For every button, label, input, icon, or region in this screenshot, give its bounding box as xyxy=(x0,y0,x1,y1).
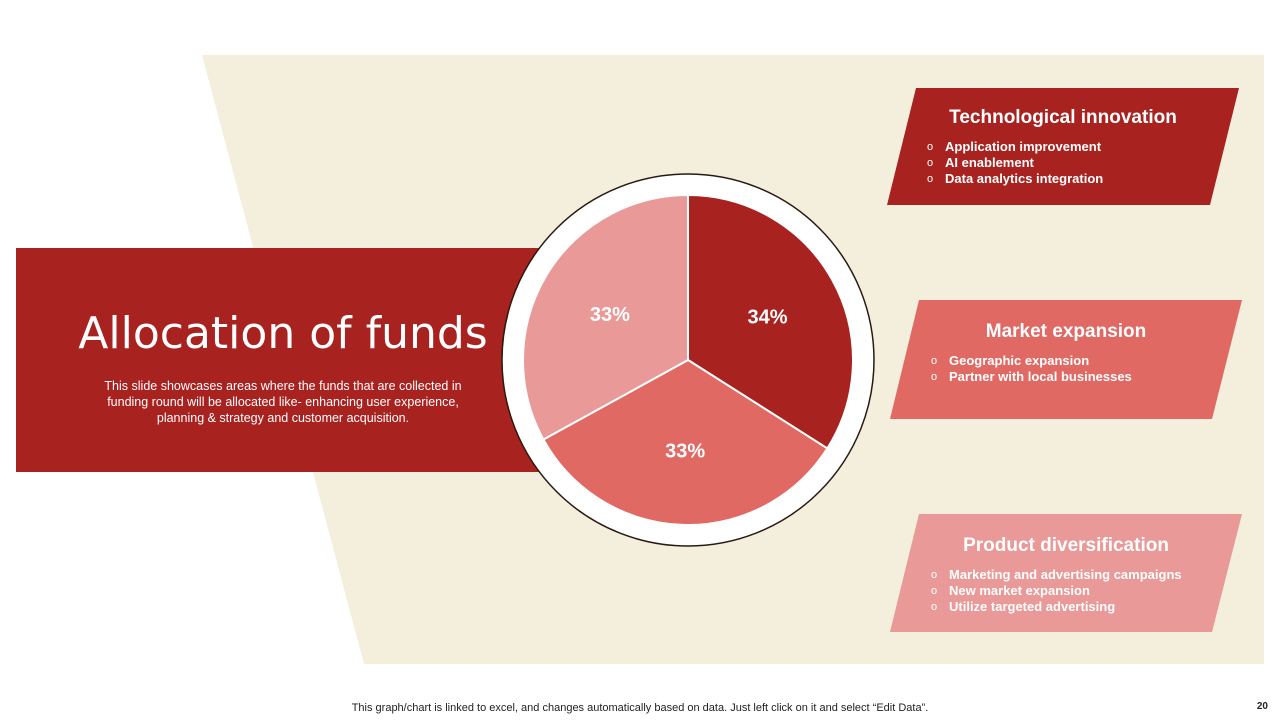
list-item: Data analytics integration xyxy=(927,171,1103,187)
title-band xyxy=(16,248,552,472)
list-item: Utilize targeted advertising xyxy=(931,599,1182,615)
list-item: Application improvement xyxy=(927,139,1103,155)
pie-slice-3[interactable] xyxy=(522,193,689,441)
panel-bullet-list: Marketing and advertising campaigns New … xyxy=(931,567,1182,615)
list-item: Partner with local businesses xyxy=(931,369,1132,385)
pie-slice-label-3: 33% xyxy=(590,304,630,326)
panel-market-expansion: Market expansion Geographic expansion Pa… xyxy=(889,300,1243,420)
panel-title: Market expansion xyxy=(985,321,1147,342)
panel-product-diversification: Product diversification Marketing and ad… xyxy=(889,514,1243,633)
panel-technological-innovation: Technological innovation Application imp… xyxy=(886,88,1240,206)
slide-title: Allocation of funds xyxy=(78,308,488,359)
panel-bullet-list: Application improvement AI enablement Da… xyxy=(927,139,1103,187)
footer-note: This graph/chart is linked to excel, and… xyxy=(351,702,929,714)
page-number: 20 xyxy=(1256,701,1268,712)
pie-slice-label-2: 33% xyxy=(665,441,705,463)
slide-description: This slide showcases areas where the fun… xyxy=(104,379,462,425)
pie-chart[interactable]: 34% 33% 33% xyxy=(500,172,876,548)
pie-slice-label-1: 34% xyxy=(748,306,788,328)
panel-title: Technological innovation xyxy=(949,107,1177,128)
list-item: Marketing and advertising campaigns xyxy=(931,567,1182,583)
list-item: AI enablement xyxy=(927,155,1103,171)
panel-bullet-list: Geographic expansion Partner with local … xyxy=(931,353,1132,385)
panel-title: Product diversification xyxy=(963,535,1169,556)
list-item: Geographic expansion xyxy=(931,353,1132,369)
list-item: New market expansion xyxy=(931,583,1182,599)
